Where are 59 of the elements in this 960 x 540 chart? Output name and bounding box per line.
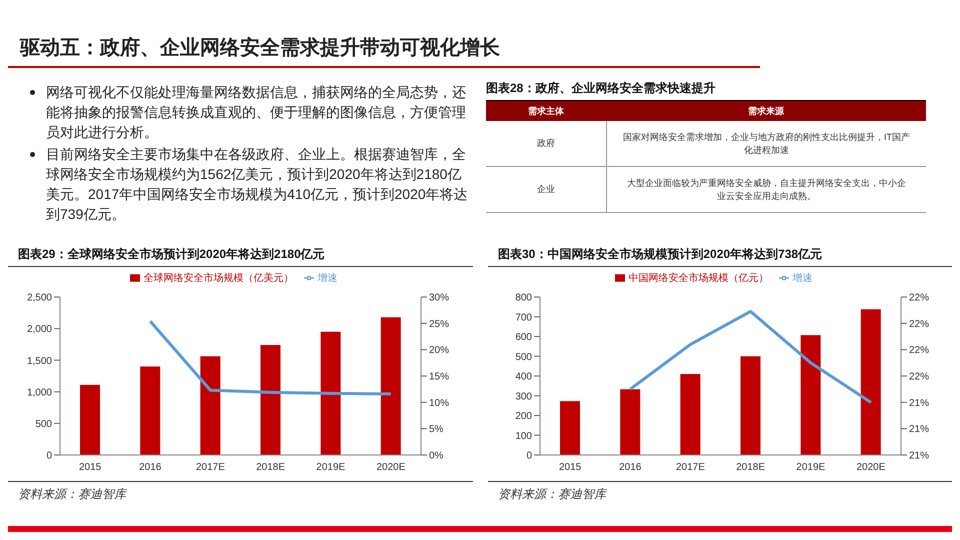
y2-tick-label: 22%: [909, 292, 930, 304]
text: 企业: [486, 167, 607, 212]
y2-tick-label: 0%: [429, 450, 444, 462]
text: 政府: [486, 121, 607, 166]
legend-label: 全球网络安全市场规模（亿美元）: [144, 273, 294, 284]
y-tick-label: 2,000: [26, 324, 52, 336]
y2-tick-label: 5%: [429, 424, 444, 436]
y2-tick-label: 22%: [909, 318, 930, 330]
chart-title: 图表29：全球网络安全市场预计到2020年将达到2180亿元: [8, 244, 473, 267]
text: 资料来源：赛迪智库: [18, 486, 128, 503]
y2-tick-label: 20%: [429, 345, 450, 356]
text: 国家对网络安全需求增加，企业与地方政府的刚性支出比例提升，IT国产化进程加速: [622, 130, 911, 156]
y2-tick-label: 30%: [429, 292, 450, 304]
y-tick-label: 400: [515, 372, 532, 383]
text: 需求来源: [747, 104, 785, 118]
y-tick-label: 500: [515, 352, 532, 363]
legend-label: 增速: [792, 273, 812, 284]
y2-tick-label: 25%: [429, 318, 450, 330]
y2-tick-label: 22%: [909, 345, 930, 356]
y-tick-label: 800: [515, 292, 532, 304]
text: 图表28：政府、企业网络安全需求快速提升: [486, 80, 716, 97]
y2-tick-label: 21%: [909, 398, 930, 409]
y-tick-label: 1,500: [26, 356, 52, 367]
y-tick-label: 0: [526, 450, 532, 462]
y2-tick-label: 22%: [909, 372, 930, 383]
chart-title: 图表30：中国网络安全市场规模预计到2020年将达到738亿元: [488, 244, 953, 267]
y2-tick-label: 21%: [909, 450, 930, 462]
y2-tick-label: 21%: [909, 424, 930, 436]
text: 驱动五：政府、企业网络安全需求提升带动可视化增长: [20, 36, 500, 61]
y-tick-label: 100: [515, 430, 532, 442]
x-tick-label: 2016: [619, 462, 642, 474]
x-tick-label: 2016: [139, 462, 162, 474]
y-tick-label: 600: [515, 332, 532, 344]
y-tick-label: 200: [515, 411, 532, 422]
text: 资料来源：赛迪智库: [498, 486, 608, 503]
x-tick-label: 2018E: [736, 462, 766, 474]
x-tick-label: 2020E: [856, 462, 886, 474]
y-tick-label: 2,500: [26, 292, 52, 304]
x-tick-label: 2015: [558, 462, 582, 474]
y-tick-label: 500: [35, 418, 52, 430]
x-tick-label: 2019E: [796, 462, 826, 474]
y-tick-label: 0: [46, 450, 52, 462]
x-tick-label: 2017E: [196, 462, 226, 474]
y2-tick-label: 15%: [429, 372, 450, 383]
text: 需求主体: [527, 104, 565, 118]
y2-tick-label: 10%: [429, 398, 450, 409]
x-tick-label: 2018E: [256, 462, 286, 474]
text: 网络可视化不仅能处理海量网络数据信息，捕获网络的全局态势，还能将抽象的报警信息转换成直观的、便于理解的图像信息，方便管理员对此进行分析。: [46, 83, 467, 142]
legend-label: 增速: [318, 273, 338, 284]
x-tick-label: 2017E: [676, 462, 706, 474]
y-tick-label: 700: [515, 312, 532, 324]
legend-label: 中国网络安全市场规模（亿元）: [628, 273, 768, 284]
y-tick-label: 1,000: [26, 387, 52, 398]
y-tick-label: 300: [515, 391, 532, 402]
x-tick-label: 2015: [78, 462, 102, 474]
x-tick-label: 2019E: [316, 462, 346, 474]
text: 目前网络安全主要市场集中在各级政府、企业上。根据赛迪智库，全球网络安全市场规模约为1562亿美元，预计到2020年将达到2180亿美元。2017年中国网络安全市场规模为410亿元，预计到2020年将达到739亿元。: [46, 145, 468, 224]
text: 大型企业面临较为严重网络安全威胁，自主提升网络安全支出，中小企业云安全应用走向成熟。: [626, 176, 907, 202]
x-tick-label: 2020E: [376, 462, 406, 474]
